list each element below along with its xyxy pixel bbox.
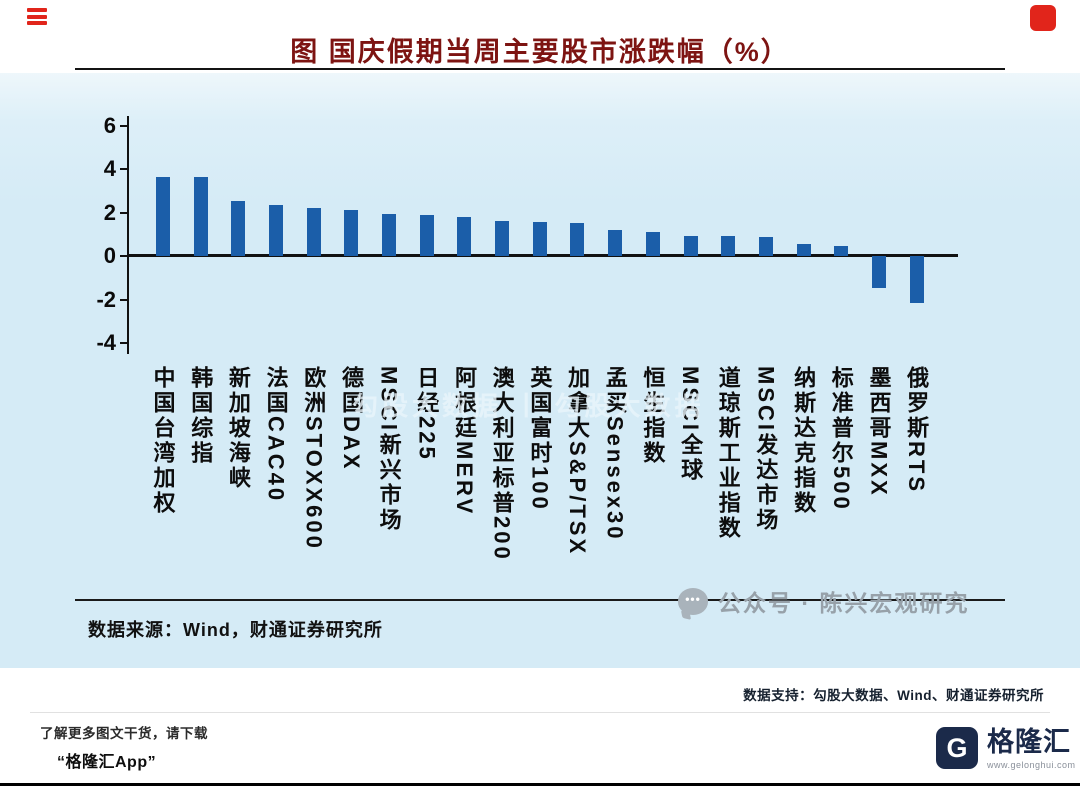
y-tick-mark (120, 255, 127, 257)
bar (683, 235, 698, 256)
y-tick-label: 0 (103, 243, 116, 268)
title-underline (75, 68, 1005, 70)
bar (796, 244, 811, 256)
bar (193, 176, 208, 256)
category-label: 中国台湾加权 (150, 366, 176, 516)
bar (645, 232, 660, 256)
category-label: 标准普尔500 (828, 366, 854, 512)
menu-icon-bar (27, 14, 47, 19)
category-label: MSCI新兴市场 (376, 366, 402, 533)
y-tick-label: 6 (103, 112, 116, 138)
category-label: 德国DAX (338, 366, 364, 472)
category-label: 俄罗斯RTS (904, 366, 930, 494)
y-tick-mark (120, 298, 127, 301)
y-tick-label: -2 (96, 286, 116, 312)
chart-title: 图 国庆假期当周主要股市涨跌幅（%） (290, 37, 790, 67)
bar (495, 221, 510, 256)
category-label: 恒生指数 (640, 366, 666, 466)
source-divider (75, 599, 1005, 601)
bar (909, 256, 924, 303)
data-source-text: 数据来源：Wind，财通证券研究所 (88, 620, 383, 640)
bar (532, 222, 547, 256)
data-support-text: 数据支持：勾股大数据、Wind、财通证券研究所 (743, 688, 1044, 703)
menu-icon-bar (27, 8, 47, 12)
bar (156, 176, 170, 256)
y-tick-label: 2 (103, 199, 116, 225)
category-label: 欧洲STOXX600 (301, 366, 327, 551)
bar (382, 213, 397, 256)
app-badge-icon[interactable] (1030, 5, 1056, 31)
category-label: 英国富时100 (527, 366, 553, 512)
bar (721, 236, 736, 256)
bar (608, 229, 623, 256)
bar (457, 216, 472, 256)
wechat-watermark: 公众号 · 陈兴宏观研究 (678, 584, 969, 618)
y-axis-line (127, 116, 129, 354)
chat-bubble-icon (678, 587, 708, 615)
bar (570, 223, 585, 256)
bar (344, 210, 359, 256)
gelonghui-brand-name: 格隆汇 (987, 727, 1071, 757)
bar (231, 200, 246, 256)
bar (306, 208, 321, 256)
footer-app-name: “格隆汇App” (57, 754, 157, 771)
category-label: 道琼斯工业指数 (715, 366, 741, 541)
menu-icon-bar (27, 21, 47, 25)
y-tick-mark (120, 124, 127, 127)
category-label: 日经225 (414, 366, 440, 462)
wechat-watermark-text: 公众号 · 陈兴宏观研究 (718, 590, 970, 616)
chart-panel (0, 73, 1080, 668)
category-label: 孟买Sensex30 (602, 366, 628, 542)
category-label: 新加坡海峡 (225, 366, 251, 491)
category-label: MSCI全球 (678, 366, 704, 483)
bar (269, 204, 284, 256)
y-tick-label: 4 (103, 156, 116, 181)
category-label: MSCI发达市场 (753, 366, 779, 533)
footer-promo-text: 了解更多图文干货，请下载 (40, 726, 208, 741)
category-label: 加拿大S&P/TSX (565, 366, 591, 557)
category-label: 法国CAC40 (263, 366, 289, 504)
category-label: 墨西哥MXX (866, 366, 892, 498)
bar (758, 237, 773, 256)
watermark-gupiao: 勾股大数据 丨 勾股大数据 (352, 391, 705, 421)
bar (419, 214, 434, 256)
category-label: 纳斯达克指数 (791, 366, 817, 516)
menu-icon[interactable] (27, 8, 47, 25)
category-label: 澳大利亚标普200 (489, 366, 515, 562)
category-label: 阿根廷MERV (451, 366, 477, 517)
y-tick-mark (120, 211, 127, 214)
gelonghui-logo[interactable]: G 格隆汇 www.gelonghui.com (936, 727, 1076, 770)
y-tick-mark (120, 168, 127, 170)
gelonghui-brand-url: www.gelonghui.com (987, 760, 1076, 771)
footer-divider (30, 712, 1050, 713)
y-tick-mark (120, 342, 127, 344)
y-tick-label: -4 (96, 330, 116, 355)
gelonghui-logo-icon: G (936, 727, 978, 769)
bar (834, 246, 849, 256)
bottom-border (0, 783, 1080, 786)
category-label: 韩国综指 (188, 366, 214, 466)
bar (871, 256, 886, 288)
